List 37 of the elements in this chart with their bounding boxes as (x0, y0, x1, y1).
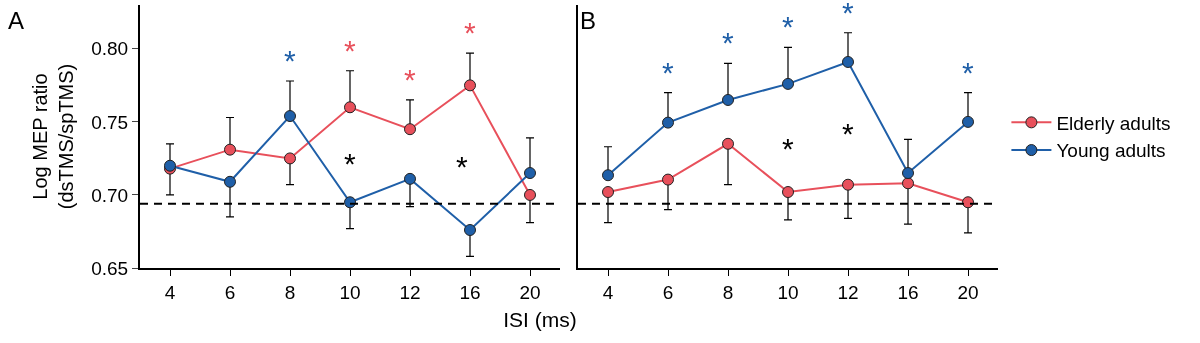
x-tick-label: 4 (164, 281, 176, 303)
data-label: * (464, 16, 476, 49)
chart-title: B (580, 7, 597, 34)
x-tick-label: 12 (837, 281, 859, 303)
y-tick-label: 0.70 (91, 184, 129, 206)
data-label: * (344, 147, 356, 180)
chart-title: A (8, 7, 25, 34)
annotation: * (842, 117, 854, 150)
data-label: * (842, 0, 854, 29)
y-tick-label: 0.75 (91, 111, 129, 133)
data-label: * (662, 56, 674, 89)
data-label: * (284, 44, 296, 77)
x-tick-label: 16 (459, 281, 481, 303)
data-label: * (962, 56, 974, 89)
legend-label: Elderly adults (1056, 112, 1171, 134)
y-tick-label: 0.80 (91, 38, 129, 60)
legend-label: Young adults (1056, 140, 1166, 162)
x-tick-label: 8 (722, 281, 734, 303)
x-tick-label: 10 (777, 281, 799, 303)
annotation: * (782, 132, 794, 165)
x-tick-label: 20 (519, 281, 541, 303)
data-label: * (404, 63, 416, 96)
x-axis-title: ISI (ms) (503, 308, 577, 332)
x-tick-label: 20 (957, 281, 979, 303)
x-tick-label: 4 (602, 281, 614, 303)
x-tick-label: 6 (662, 281, 674, 303)
x-tick-label: 12 (399, 281, 421, 303)
x-tick-label: 10 (339, 281, 361, 303)
y-axis-title: Log MEP ratio (dsTMS/spTMS) (29, 63, 78, 210)
annotation: * (344, 34, 356, 67)
y-tick-label: 0.65 (91, 257, 129, 279)
data-label: * (722, 26, 734, 59)
x-tick-label: 8 (284, 281, 296, 303)
x-tick-label: 6 (224, 281, 236, 303)
data-label: * (782, 10, 794, 43)
x-tick-label: 16 (897, 281, 919, 303)
annotation: * (456, 150, 468, 183)
